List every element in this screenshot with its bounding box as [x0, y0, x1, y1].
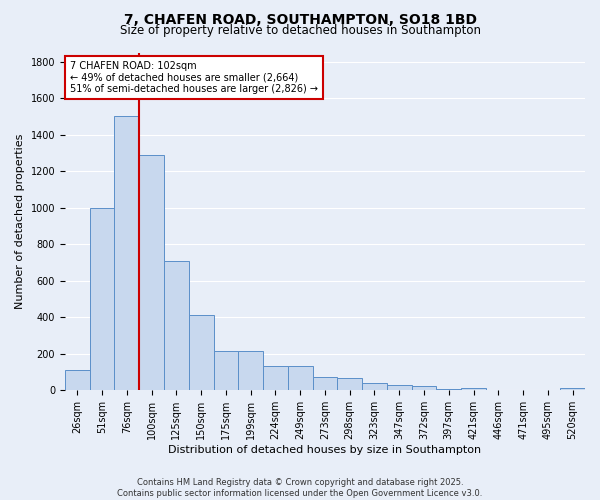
Bar — [263, 366, 288, 390]
Text: Size of property relative to detached houses in Southampton: Size of property relative to detached ho… — [119, 24, 481, 37]
Bar — [461, 388, 486, 390]
Bar — [313, 376, 337, 390]
Bar — [89, 208, 115, 390]
Bar — [387, 385, 412, 390]
Y-axis label: Number of detached properties: Number of detached properties — [15, 134, 25, 309]
Text: Contains HM Land Registry data © Crown copyright and database right 2025.
Contai: Contains HM Land Registry data © Crown c… — [118, 478, 482, 498]
Bar — [238, 351, 263, 391]
Bar — [337, 378, 362, 390]
Bar — [214, 351, 238, 391]
Text: 7, CHAFEN ROAD, SOUTHAMPTON, SO18 1BD: 7, CHAFEN ROAD, SOUTHAMPTON, SO18 1BD — [124, 12, 476, 26]
Bar — [65, 370, 89, 390]
Bar — [164, 260, 189, 390]
Bar — [288, 366, 313, 390]
Bar — [139, 155, 164, 390]
X-axis label: Distribution of detached houses by size in Southampton: Distribution of detached houses by size … — [169, 445, 482, 455]
Bar — [115, 116, 139, 390]
Bar — [189, 316, 214, 390]
Bar — [560, 388, 585, 390]
Text: 7 CHAFEN ROAD: 102sqm
← 49% of detached houses are smaller (2,664)
51% of semi-d: 7 CHAFEN ROAD: 102sqm ← 49% of detached … — [70, 61, 318, 94]
Bar — [362, 383, 387, 390]
Bar — [436, 388, 461, 390]
Bar — [412, 386, 436, 390]
